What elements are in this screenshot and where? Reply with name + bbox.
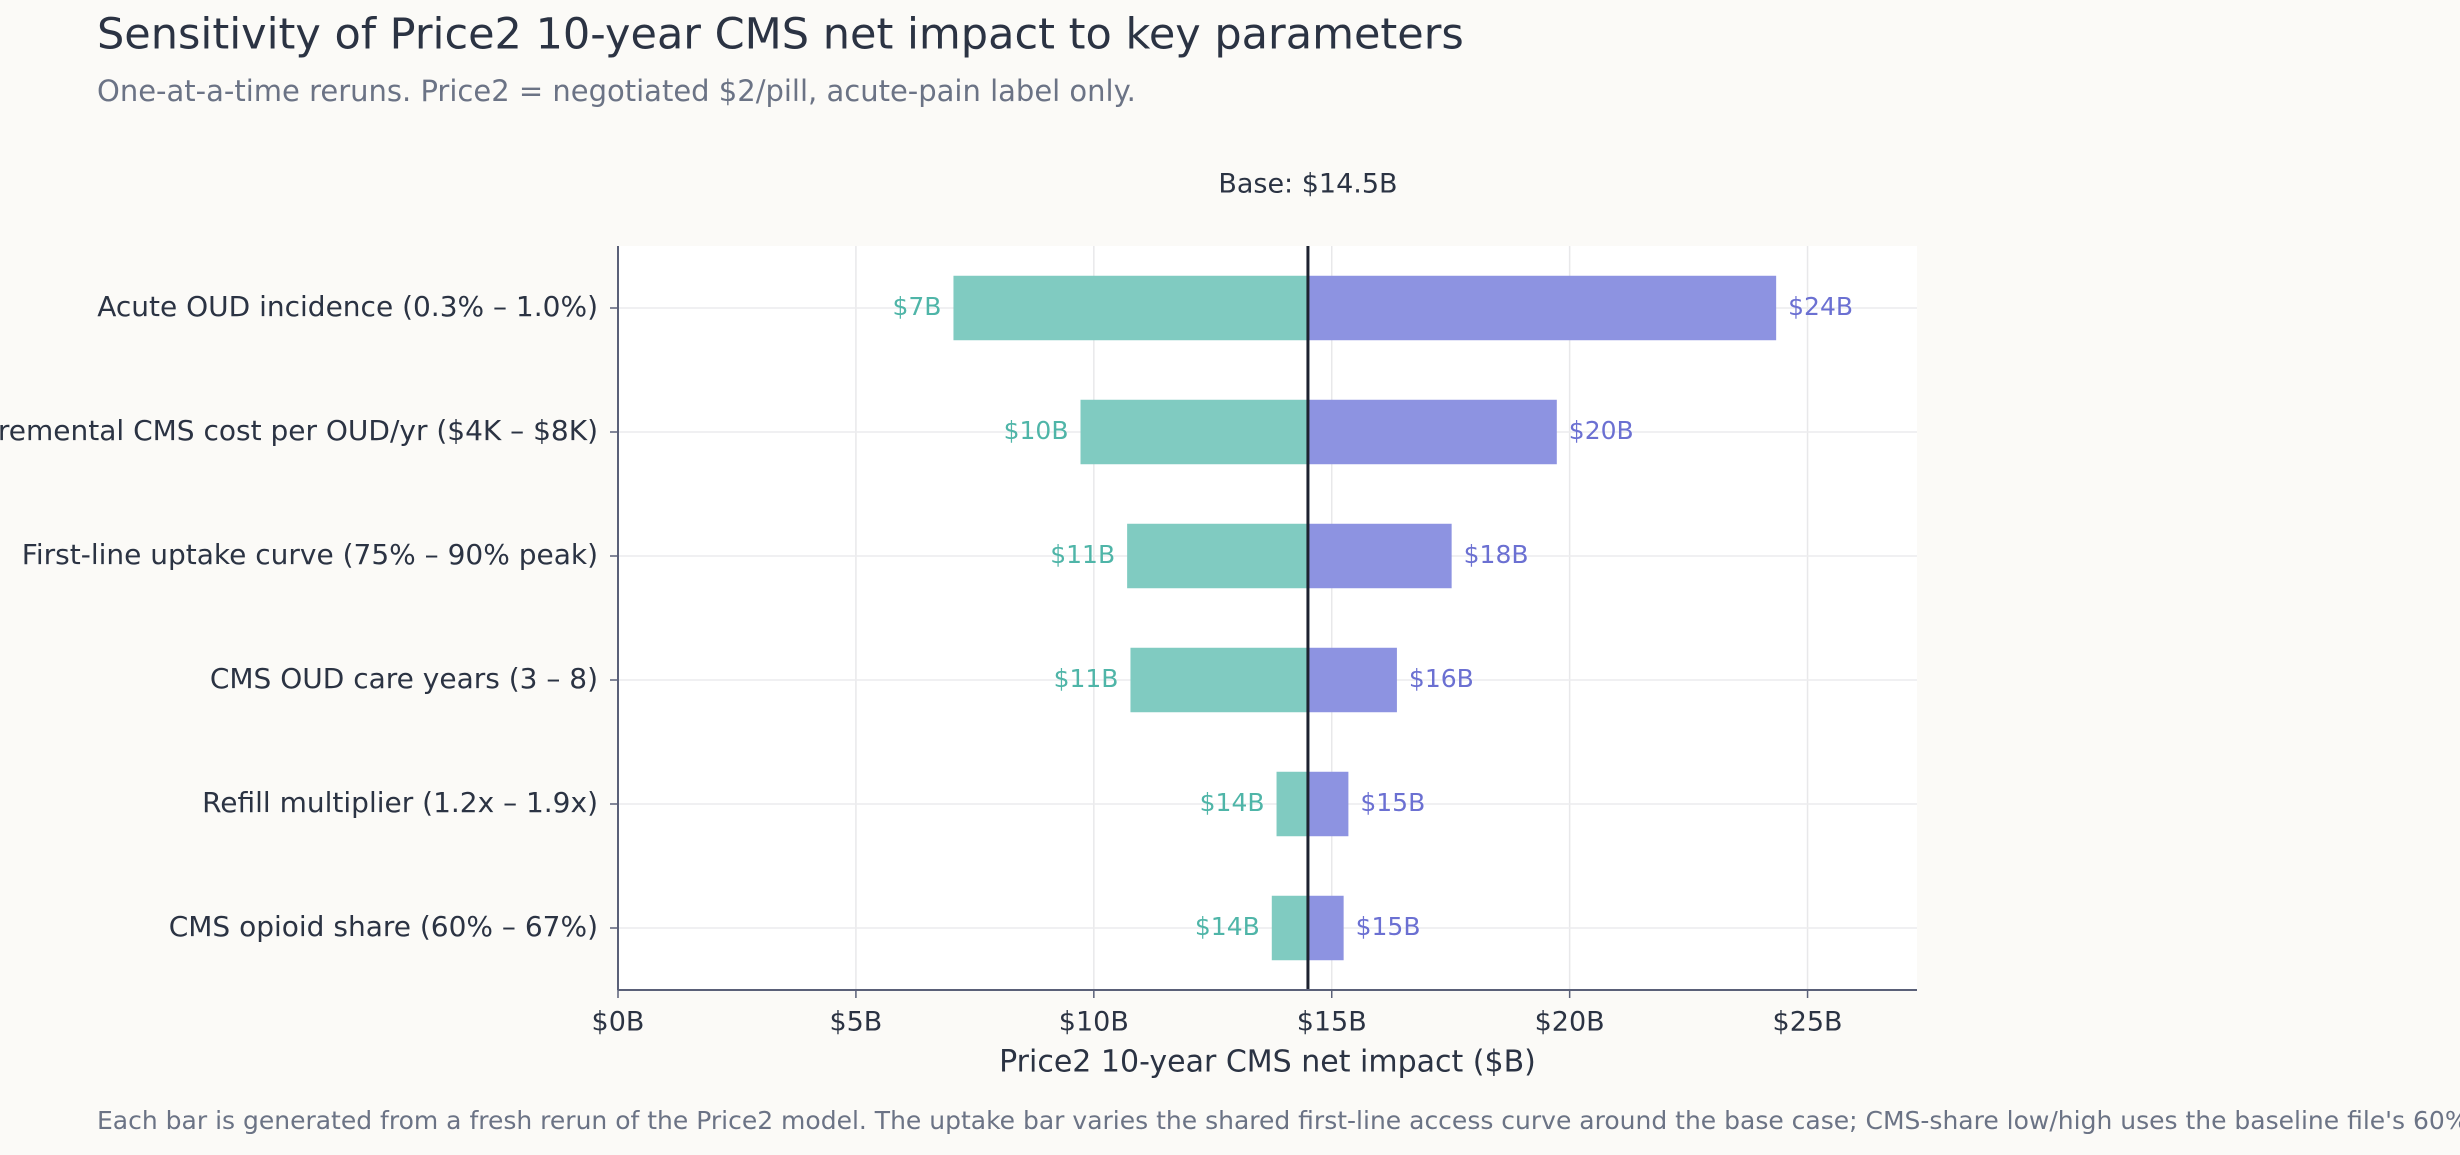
high-value-label: $16B	[1409, 664, 1474, 693]
low-bar	[1276, 771, 1308, 837]
x-tick-label: $15B	[1297, 1007, 1367, 1038]
chart-title: Sensitivity of Price2 10-year CMS net im…	[97, 10, 1464, 60]
high-value-label: $24B	[1788, 292, 1853, 321]
y-tick-label: Refill multiplier (1.2x – 1.9x)	[202, 786, 598, 819]
y-tick-label: Incremental CMS cost per OUD/yr ($4K – $…	[0, 414, 598, 447]
plot-area	[618, 246, 1917, 990]
high-bar	[1307, 399, 1557, 465]
low-bar	[953, 275, 1308, 341]
high-bar	[1307, 647, 1397, 713]
x-tick-label: $5B	[829, 1007, 882, 1038]
footnote: Each bar is generated from a fresh rerun…	[97, 1106, 2460, 1135]
low-value-label: $14B	[1195, 912, 1260, 941]
high-bar	[1307, 895, 1344, 961]
low-bar	[1127, 523, 1308, 589]
y-tick-label: CMS opioid share (60% – 67%)	[169, 910, 598, 943]
low-value-label: $11B	[1050, 540, 1115, 569]
high-value-label: $15B	[1356, 912, 1421, 941]
low-value-label: $11B	[1054, 664, 1119, 693]
x-tick-label: $20B	[1535, 1007, 1605, 1038]
low-bar	[1080, 399, 1308, 465]
low-bar	[1271, 895, 1308, 961]
high-bar	[1307, 771, 1349, 837]
high-bar	[1307, 523, 1452, 589]
x-tick-label: $0B	[592, 1007, 645, 1038]
x-tick-label: $10B	[1059, 1007, 1129, 1038]
low-value-label: $14B	[1200, 788, 1265, 817]
high-value-label: $15B	[1360, 788, 1425, 817]
x-tick-label: $25B	[1773, 1007, 1843, 1038]
chart-subtitle: One-at-a-time reruns. Price2 = negotiate…	[97, 74, 1136, 108]
low-value-label: $7B	[892, 292, 941, 321]
high-value-label: $20B	[1569, 416, 1634, 445]
y-tick-label: CMS OUD care years (3 – 8)	[210, 662, 598, 695]
y-tick-label: Acute OUD incidence (0.3% – 1.0%)	[97, 290, 598, 323]
low-value-label: $10B	[1004, 416, 1069, 445]
x-axis-label: Price2 10-year CMS net impact ($B)	[999, 1045, 1536, 1080]
high-value-label: $18B	[1464, 540, 1529, 569]
base-label: Base: $14.5B	[1218, 169, 1397, 200]
y-tick-label: First-line uptake curve (75% – 90% peak)	[22, 538, 598, 571]
high-bar	[1307, 275, 1777, 341]
low-bar	[1130, 647, 1308, 713]
